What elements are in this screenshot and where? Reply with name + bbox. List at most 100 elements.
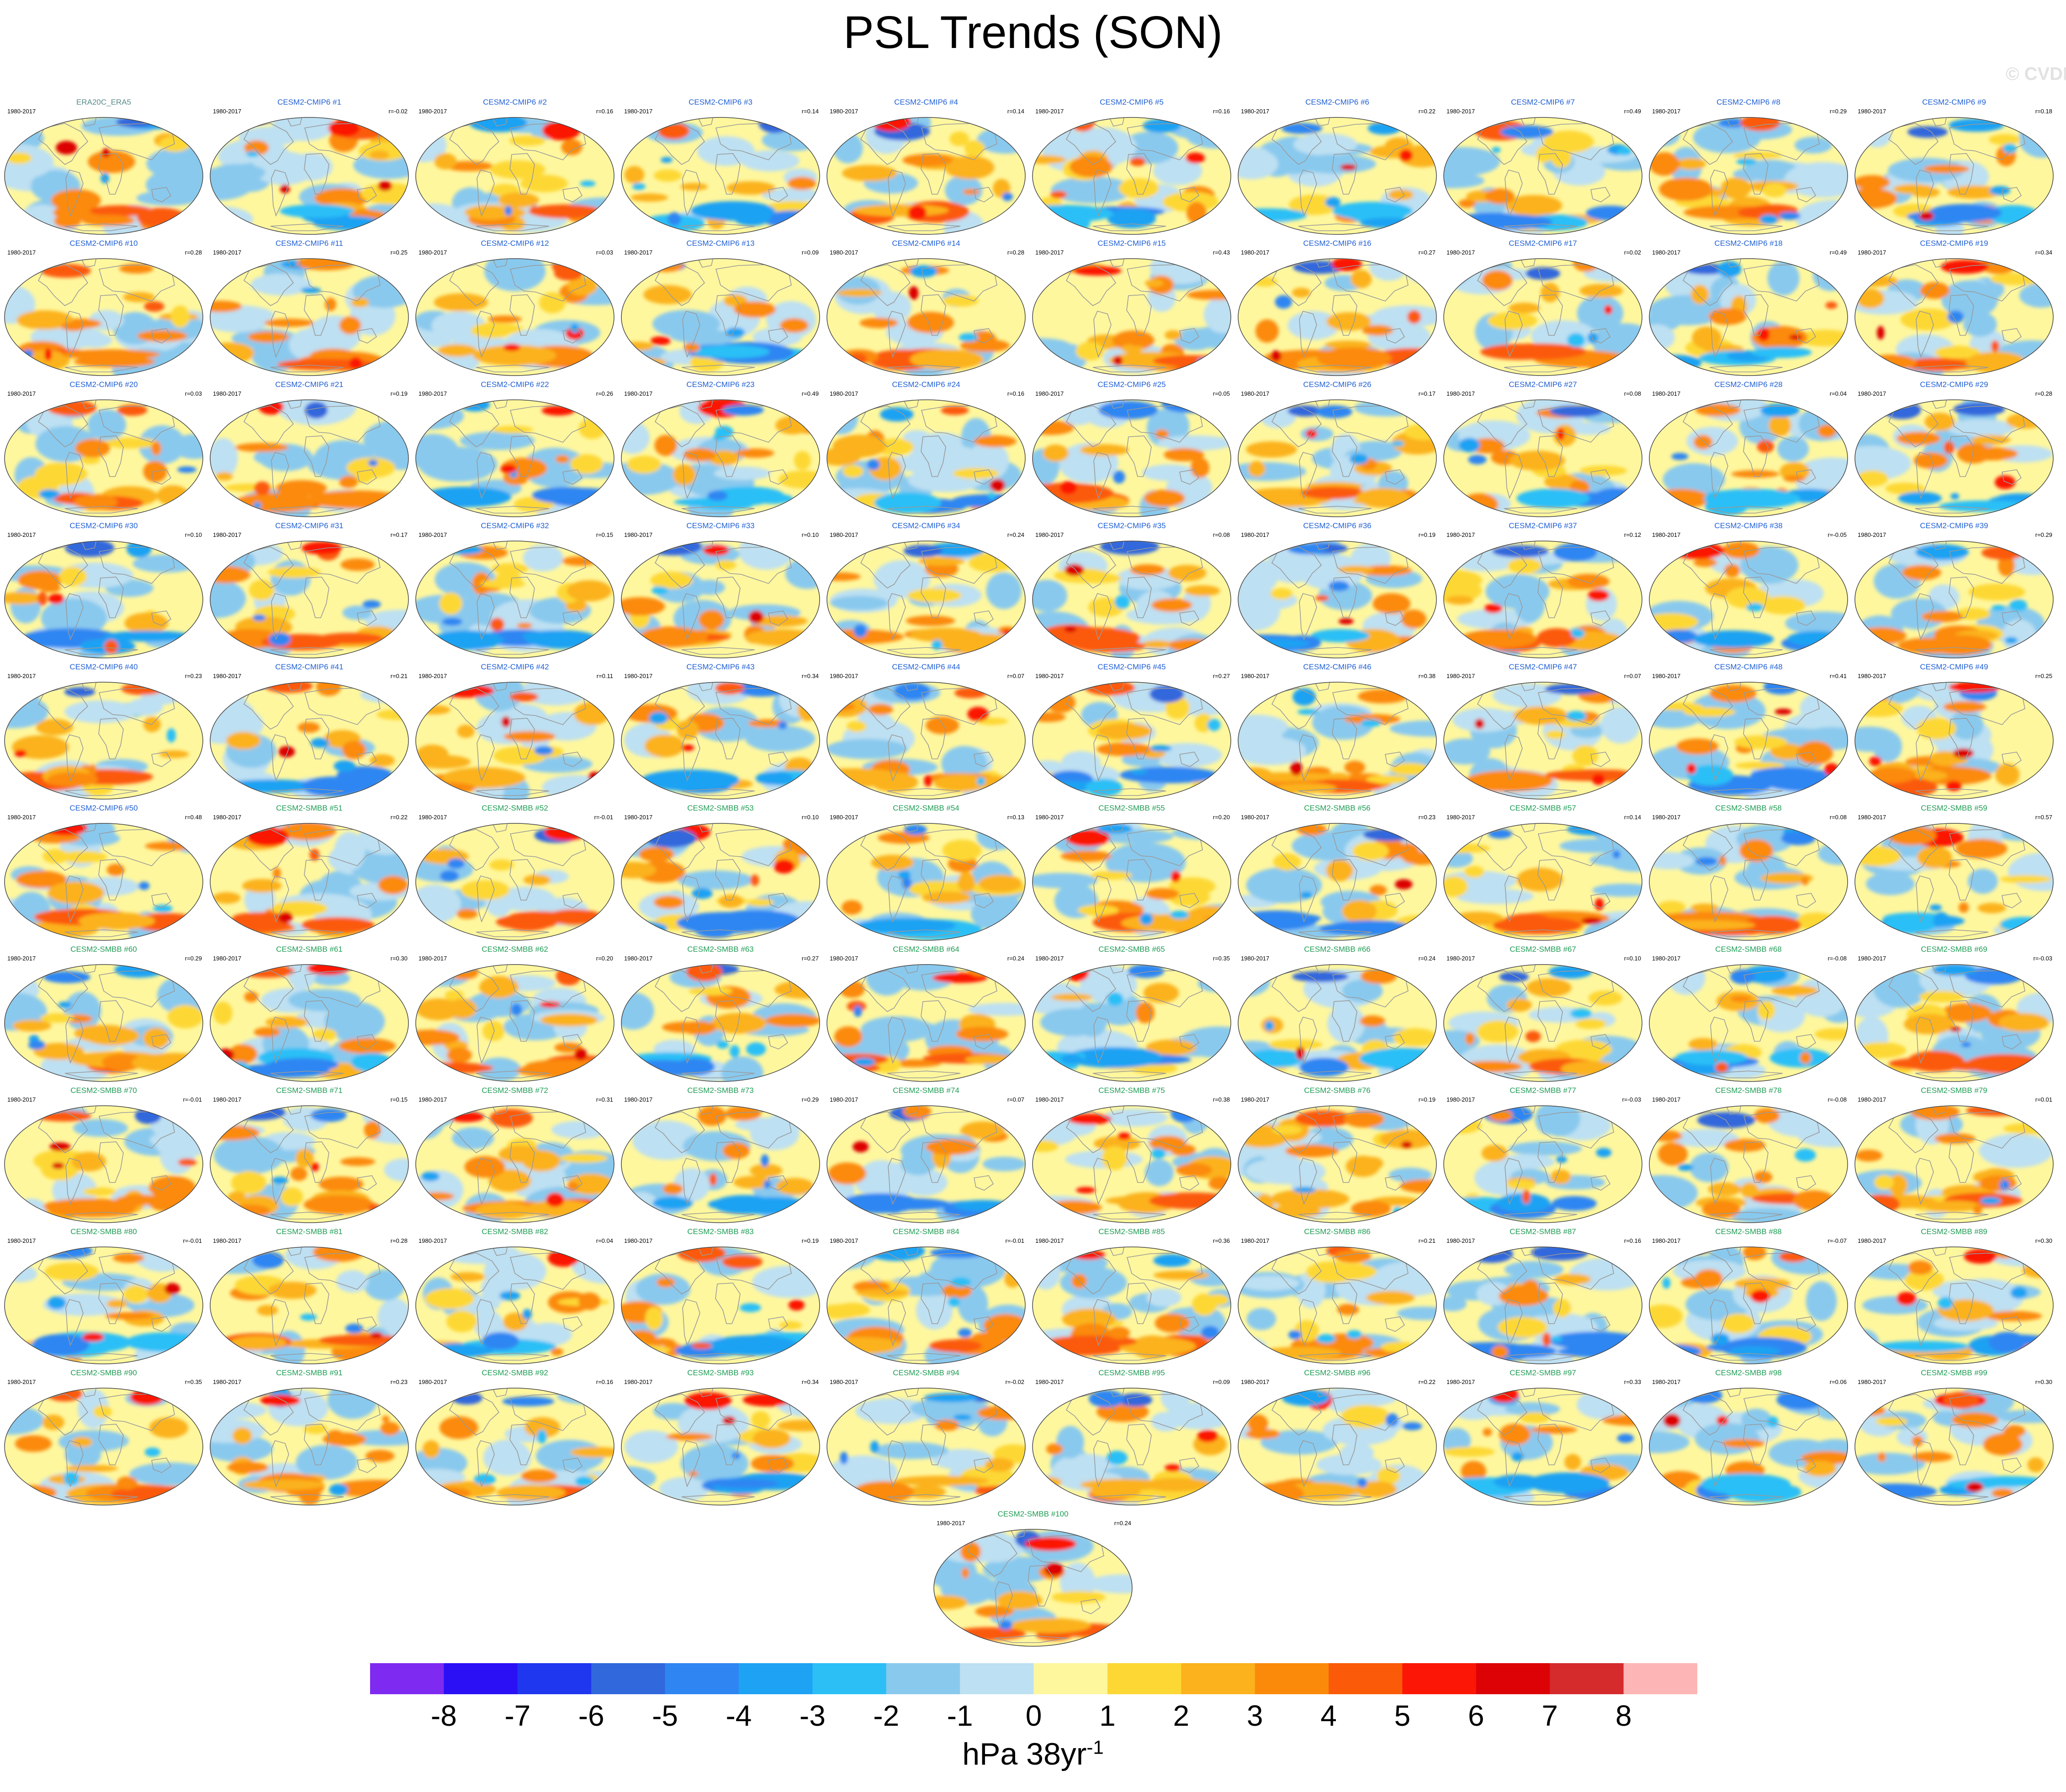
map-panel: CESM2-CMIP6 #16 1980-2017 r=0.27	[1234, 237, 1440, 379]
colorbar-swatch	[812, 1663, 887, 1694]
map-panel: CESM2-SMBB #90 1980-2017 r=0.35	[1, 1367, 207, 1508]
psl-trend-map	[621, 964, 820, 1082]
panel-period: 1980-2017	[213, 814, 242, 821]
psl-trend-map	[621, 541, 820, 658]
psl-trend-map	[621, 117, 820, 235]
panel-period: 1980-2017	[418, 108, 447, 115]
psl-trend-map	[4, 117, 203, 235]
panel-title: CESM2-SMBB #88	[1715, 1227, 1782, 1236]
map-panel: CESM2-SMBB #80 1980-2017 r=-0.01	[1, 1225, 207, 1367]
panel-title: CESM2-SMBB #59	[1921, 804, 1987, 812]
panel-pattern-correlation: r=0.13	[1007, 814, 1024, 821]
panel-period: 1980-2017	[418, 955, 447, 962]
psl-trend-map	[621, 258, 820, 376]
colorbar-swatch	[1402, 1663, 1477, 1694]
colorbar-swatch	[1476, 1663, 1550, 1694]
psl-trend-map	[826, 682, 1026, 800]
panel-title: CESM2-SMBB #54	[893, 804, 959, 812]
map-panel: CESM2-CMIP6 #6 1980-2017 r=0.22	[1234, 96, 1440, 238]
psl-trend-map	[1854, 258, 2054, 376]
panel-title: CESM2-SMBB #82	[482, 1227, 548, 1236]
panel-period: 1980-2017	[213, 1378, 242, 1385]
panel-title: CESM2-CMIP6 #45	[1097, 663, 1166, 671]
map-panel: CESM2-CMIP6 #10 1980-2017 r=0.28	[1, 237, 207, 379]
map-panel: CESM2-SMBB #91 1980-2017 r=0.23	[207, 1367, 412, 1508]
panel-title: CESM2-CMIP6 #46	[1303, 663, 1372, 671]
panel-period: 1980-2017	[830, 108, 858, 115]
panel-title: CESM2-SMBB #60	[70, 945, 137, 954]
panel-pattern-correlation: r=0.29	[801, 1096, 819, 1103]
panel-period: 1980-2017	[624, 1378, 653, 1385]
panel-period: 1980-2017	[1858, 1096, 1886, 1103]
panel-title: CESM2-CMIP6 #5	[1100, 98, 1164, 106]
psl-trend-map	[415, 117, 615, 235]
colorbar-tick-label: 8	[1615, 1699, 1632, 1732]
panel-pattern-correlation: r=-0.01	[594, 814, 613, 821]
panel-title: CESM2-CMIP6 #33	[686, 521, 755, 530]
map-panel: CESM2-SMBB #79 1980-2017 r=0.01	[1851, 1084, 2057, 1226]
panel-pattern-correlation: r=0.24	[1007, 531, 1024, 538]
map-panel: CESM2-CMIP6 #19 1980-2017 r=0.34	[1851, 237, 2057, 379]
psl-trend-map	[621, 399, 820, 517]
psl-trend-map	[1443, 117, 1642, 235]
psl-trend-map	[1649, 399, 1848, 517]
map-panel: CESM2-CMIP6 #34 1980-2017 r=0.24	[823, 520, 1029, 661]
psl-trend-map	[826, 541, 1026, 658]
panel-pattern-correlation: r=0.05	[1213, 390, 1230, 397]
colorbar-swatch	[1623, 1663, 1697, 1694]
psl-trend-map	[1238, 823, 1437, 941]
panel-title: CESM2-CMIP6 #31	[275, 521, 344, 530]
psl-trend-map	[210, 964, 409, 1082]
panel-title: CESM2-CMIP6 #34	[892, 521, 960, 530]
psl-trend-map	[621, 823, 820, 941]
panel-pattern-correlation: r=-0.01	[183, 1237, 202, 1244]
panel-period: 1980-2017	[624, 108, 653, 115]
panel-period: 1980-2017	[624, 249, 653, 256]
map-panel: CESM2-SMBB #89 1980-2017 r=0.30	[1851, 1225, 2057, 1367]
panel-period: 1980-2017	[1652, 814, 1681, 821]
map-panel: CESM2-SMBB #93 1980-2017 r=0.34	[618, 1367, 823, 1508]
panel-title: CESM2-SMBB #64	[893, 945, 959, 954]
panel-pattern-correlation: r=0.01	[2035, 1096, 2052, 1103]
panel-period: 1980-2017	[213, 1237, 242, 1244]
panel-pattern-correlation: r=0.04	[596, 1237, 613, 1244]
map-panel: CESM2-SMBB #63 1980-2017 r=0.27	[618, 943, 823, 1085]
panel-title: CESM2-CMIP6 #14	[892, 239, 960, 248]
panel-period: 1980-2017	[7, 108, 36, 115]
psl-trend-map	[4, 258, 203, 376]
panel-period: 1980-2017	[830, 1237, 858, 1244]
map-panel: CESM2-CMIP6 #25 1980-2017 r=0.05	[1029, 378, 1234, 520]
panel-period: 1980-2017	[1446, 673, 1475, 679]
psl-trend-map	[1854, 682, 2054, 800]
panel-pattern-correlation: r=0.19	[1418, 531, 1436, 538]
panel-pattern-correlation: r=-0.02	[1005, 1378, 1024, 1385]
panel-period: 1980-2017	[1446, 1378, 1475, 1385]
panel-period: 1980-2017	[624, 814, 653, 821]
panel-title: CESM2-CMIP6 #48	[1714, 663, 1783, 671]
map-panel: CESM2-CMIP6 #32 1980-2017 r=0.15	[412, 520, 618, 661]
panel-period: 1980-2017	[213, 955, 242, 962]
map-panel: CESM2-SMBB #52 1980-2017 r=-0.01	[412, 802, 618, 944]
psl-trend-map	[4, 399, 203, 517]
psl-trend-map	[1854, 823, 2054, 941]
psl-trend-map	[1032, 258, 1231, 376]
psl-trend-map	[1854, 964, 2054, 1082]
map-panel: CESM2-CMIP6 #43 1980-2017 r=0.34	[618, 661, 823, 802]
psl-trend-map	[415, 1388, 615, 1506]
panel-title: CESM2-SMBB #86	[1304, 1227, 1371, 1236]
panel-title: CESM2-SMBB #89	[1921, 1227, 1987, 1236]
panel-title: CESM2-CMIP6 #11	[275, 239, 343, 248]
panel-pattern-correlation: r=0.28	[185, 249, 202, 256]
map-panel: CESM2-SMBB #57 1980-2017 r=0.14	[1440, 802, 1646, 944]
psl-trend-map	[1443, 258, 1642, 376]
panel-pattern-correlation: r=0.07	[1007, 1096, 1024, 1103]
panel-period: 1980-2017	[1035, 390, 1064, 397]
panel-title: CESM2-SMBB #66	[1304, 945, 1371, 954]
panel-pattern-correlation: r=0.19	[801, 1237, 819, 1244]
colorbar-tick-label: -7	[504, 1699, 531, 1732]
panel-title: CESM2-CMIP6 #28	[1714, 380, 1783, 389]
map-panel: CESM2-SMBB #55 1980-2017 r=0.20	[1029, 802, 1234, 944]
psl-trend-map	[415, 823, 615, 941]
panel-period: 1980-2017	[7, 390, 36, 397]
panel-period: 1980-2017	[830, 1378, 858, 1385]
